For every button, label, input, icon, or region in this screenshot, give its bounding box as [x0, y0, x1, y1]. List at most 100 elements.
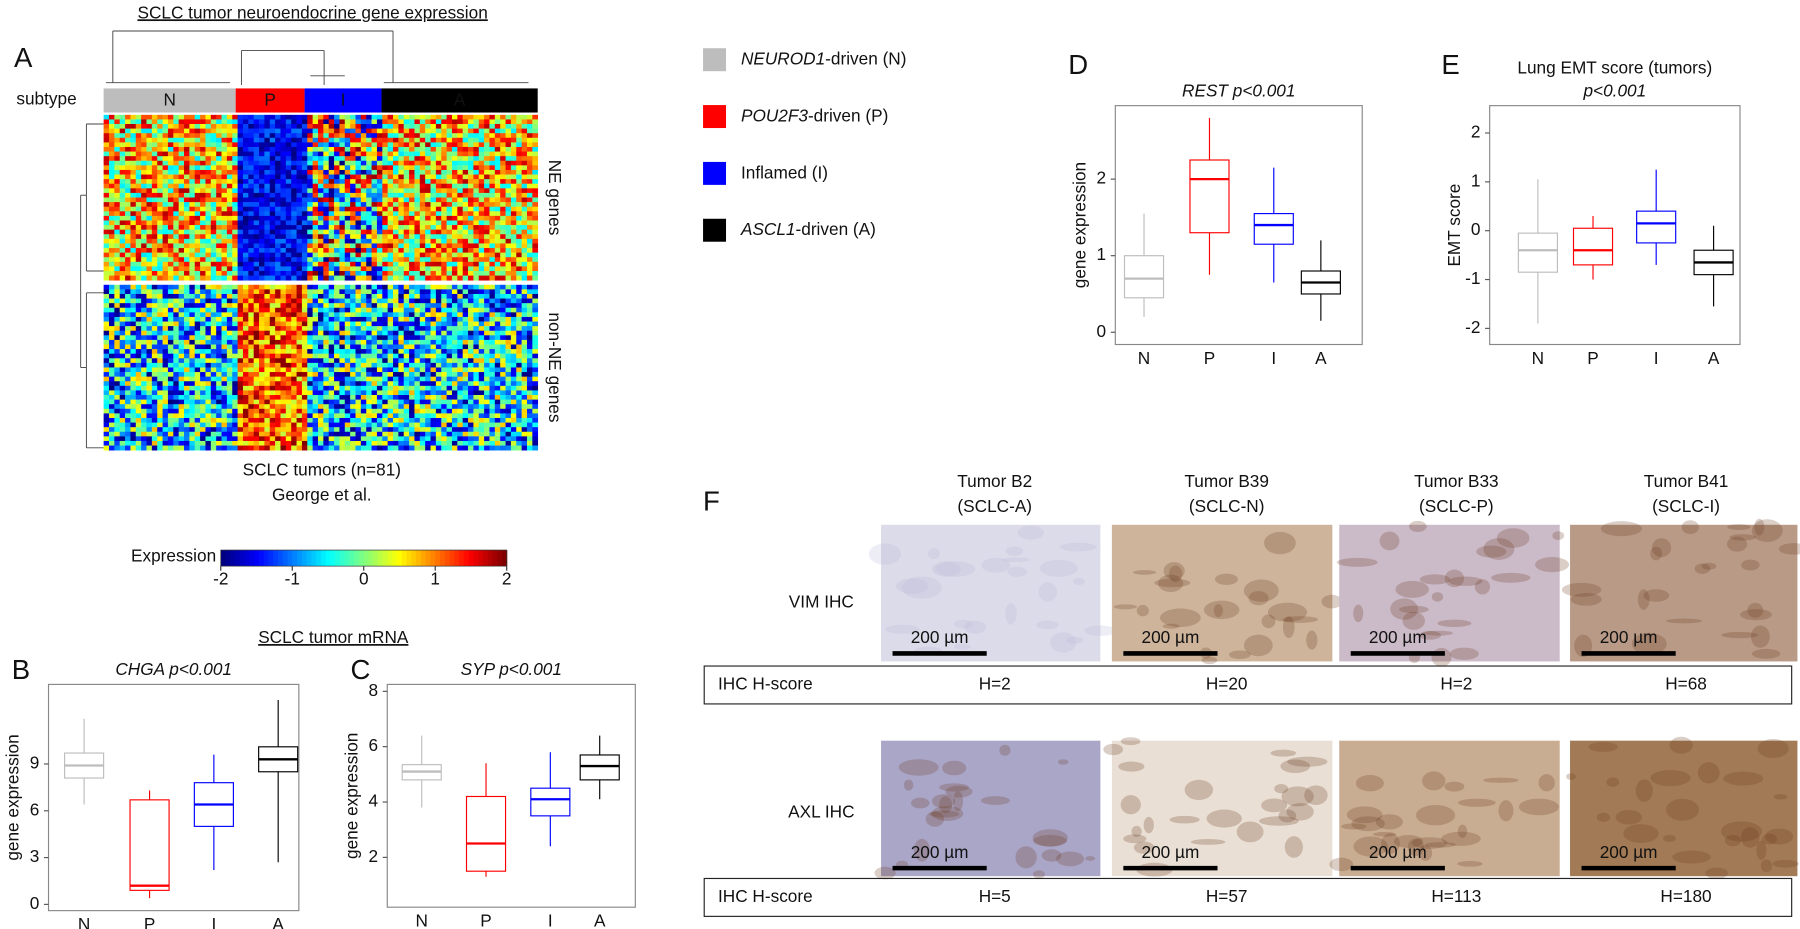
heatmap-cell: [179, 331, 185, 336]
heatmap-cell: [527, 138, 533, 143]
heatmap-cell: [238, 188, 244, 193]
heatmap-cell: [130, 253, 136, 258]
heatmap-cell: [238, 381, 244, 386]
heatmap-cell: [227, 211, 233, 216]
heatmap-cell: [361, 322, 367, 327]
heatmap-cell: [404, 340, 410, 345]
heatmap-cell: [120, 147, 126, 152]
heatmap-cell: [168, 303, 174, 308]
heatmap-cell: [522, 367, 528, 372]
heatmap-cell: [280, 331, 286, 336]
heatmap-cell: [264, 344, 270, 349]
heatmap-cell: [286, 184, 292, 189]
heatmap-title: SCLC tumor neuroendocrine gene expressio…: [137, 2, 487, 22]
heatmap-cell: [254, 294, 260, 299]
heatmap-cell: [173, 225, 179, 230]
heatmap-cell: [361, 124, 367, 129]
heatmap-cell: [489, 312, 495, 317]
heatmap-cell: [104, 354, 110, 359]
heatmap-cell: [388, 184, 394, 189]
heatmap-cell: [436, 243, 442, 248]
heatmap-cell: [168, 234, 174, 239]
heatmap-cell: [114, 248, 120, 253]
heatmap-cell: [291, 234, 297, 239]
heatmap-cell: [179, 363, 185, 368]
heatmap-cell: [393, 248, 399, 253]
heatmap-cell: [447, 216, 453, 221]
heatmap-cell: [447, 225, 453, 230]
heatmap-cell: [377, 271, 383, 276]
heatmap-cell: [222, 198, 228, 203]
heatmap-cell: [500, 165, 506, 170]
heatmap-cell: [211, 188, 217, 193]
heatmap-cell: [398, 129, 404, 134]
heatmap-cell: [500, 372, 506, 377]
heatmap-cell: [313, 119, 319, 124]
heatmap-cell: [500, 340, 506, 345]
heatmap-cell: [120, 216, 126, 221]
heatmap-cell: [163, 395, 169, 400]
heatmap-cell: [479, 234, 485, 239]
heatmap-cell: [259, 262, 265, 267]
heatmap-cell: [516, 115, 522, 120]
heatmap-cell: [136, 372, 142, 377]
heatmap-cell: [270, 156, 276, 161]
heatmap-cell: [334, 395, 340, 400]
heatmap-cell: [179, 220, 185, 225]
heatmap-cell: [511, 299, 517, 304]
heatmap-cell: [484, 317, 490, 322]
heatmap-cell: [479, 349, 485, 354]
heatmap-cell: [114, 198, 120, 203]
heatmap-cell: [388, 188, 394, 193]
heatmap-cell: [345, 202, 351, 207]
heatmap-cell: [366, 308, 372, 313]
heatmap-cell: [152, 390, 158, 395]
heatmap-cell: [286, 381, 292, 386]
heatmap-cell: [425, 372, 431, 377]
heatmap-cell: [302, 354, 308, 359]
heatmap-cell: [404, 161, 410, 166]
heatmap-cell: [366, 152, 372, 157]
heatmap-cell: [420, 372, 426, 377]
heatmap-cell: [436, 193, 442, 198]
heatmap-cell: [506, 248, 512, 253]
heatmap-cell: [200, 234, 206, 239]
heatmap-cell: [109, 142, 115, 147]
heatmap-cell: [414, 175, 420, 180]
heatmap-cell: [532, 124, 538, 129]
heatmap-cell: [350, 220, 356, 225]
heatmap-cell: [286, 253, 292, 258]
heatmap-cell: [114, 175, 120, 180]
heatmap-cell: [302, 331, 308, 336]
heatmap-cell: [259, 257, 265, 262]
heatmap-cell: [168, 193, 174, 198]
heatmap-cell: [382, 225, 388, 230]
heatmap-cell: [227, 317, 233, 322]
heatmap-cell: [329, 308, 335, 313]
heatmap-cell: [163, 156, 169, 161]
heatmap-cell: [473, 262, 479, 267]
heatmap-cell: [398, 289, 404, 294]
heatmap-cell: [452, 133, 458, 138]
heatmap-cell: [463, 239, 469, 244]
heatmap-cell: [179, 289, 185, 294]
heatmap-cell: [259, 317, 265, 322]
heatmap-cell: [388, 377, 394, 382]
heatmap-cell: [146, 211, 152, 216]
heatmap-cell: [511, 147, 517, 152]
heatmap-cell: [345, 390, 351, 395]
heatmap-cell: [157, 326, 163, 331]
heatmap-cell: [307, 372, 313, 377]
heatmap-cell: [243, 211, 249, 216]
heatmap-cell: [264, 207, 270, 212]
heatmap-cell: [114, 386, 120, 391]
heatmap-cell: [489, 326, 495, 331]
heatmap-cell: [238, 271, 244, 276]
heatmap-cell: [168, 230, 174, 235]
heatmap-cell: [216, 230, 222, 235]
heatmap-cell: [398, 207, 404, 212]
heatmap-cell: [355, 390, 361, 395]
heatmap-cell: [318, 253, 324, 258]
heatmap-cell: [264, 377, 270, 382]
heatmap-cell: [136, 124, 142, 129]
